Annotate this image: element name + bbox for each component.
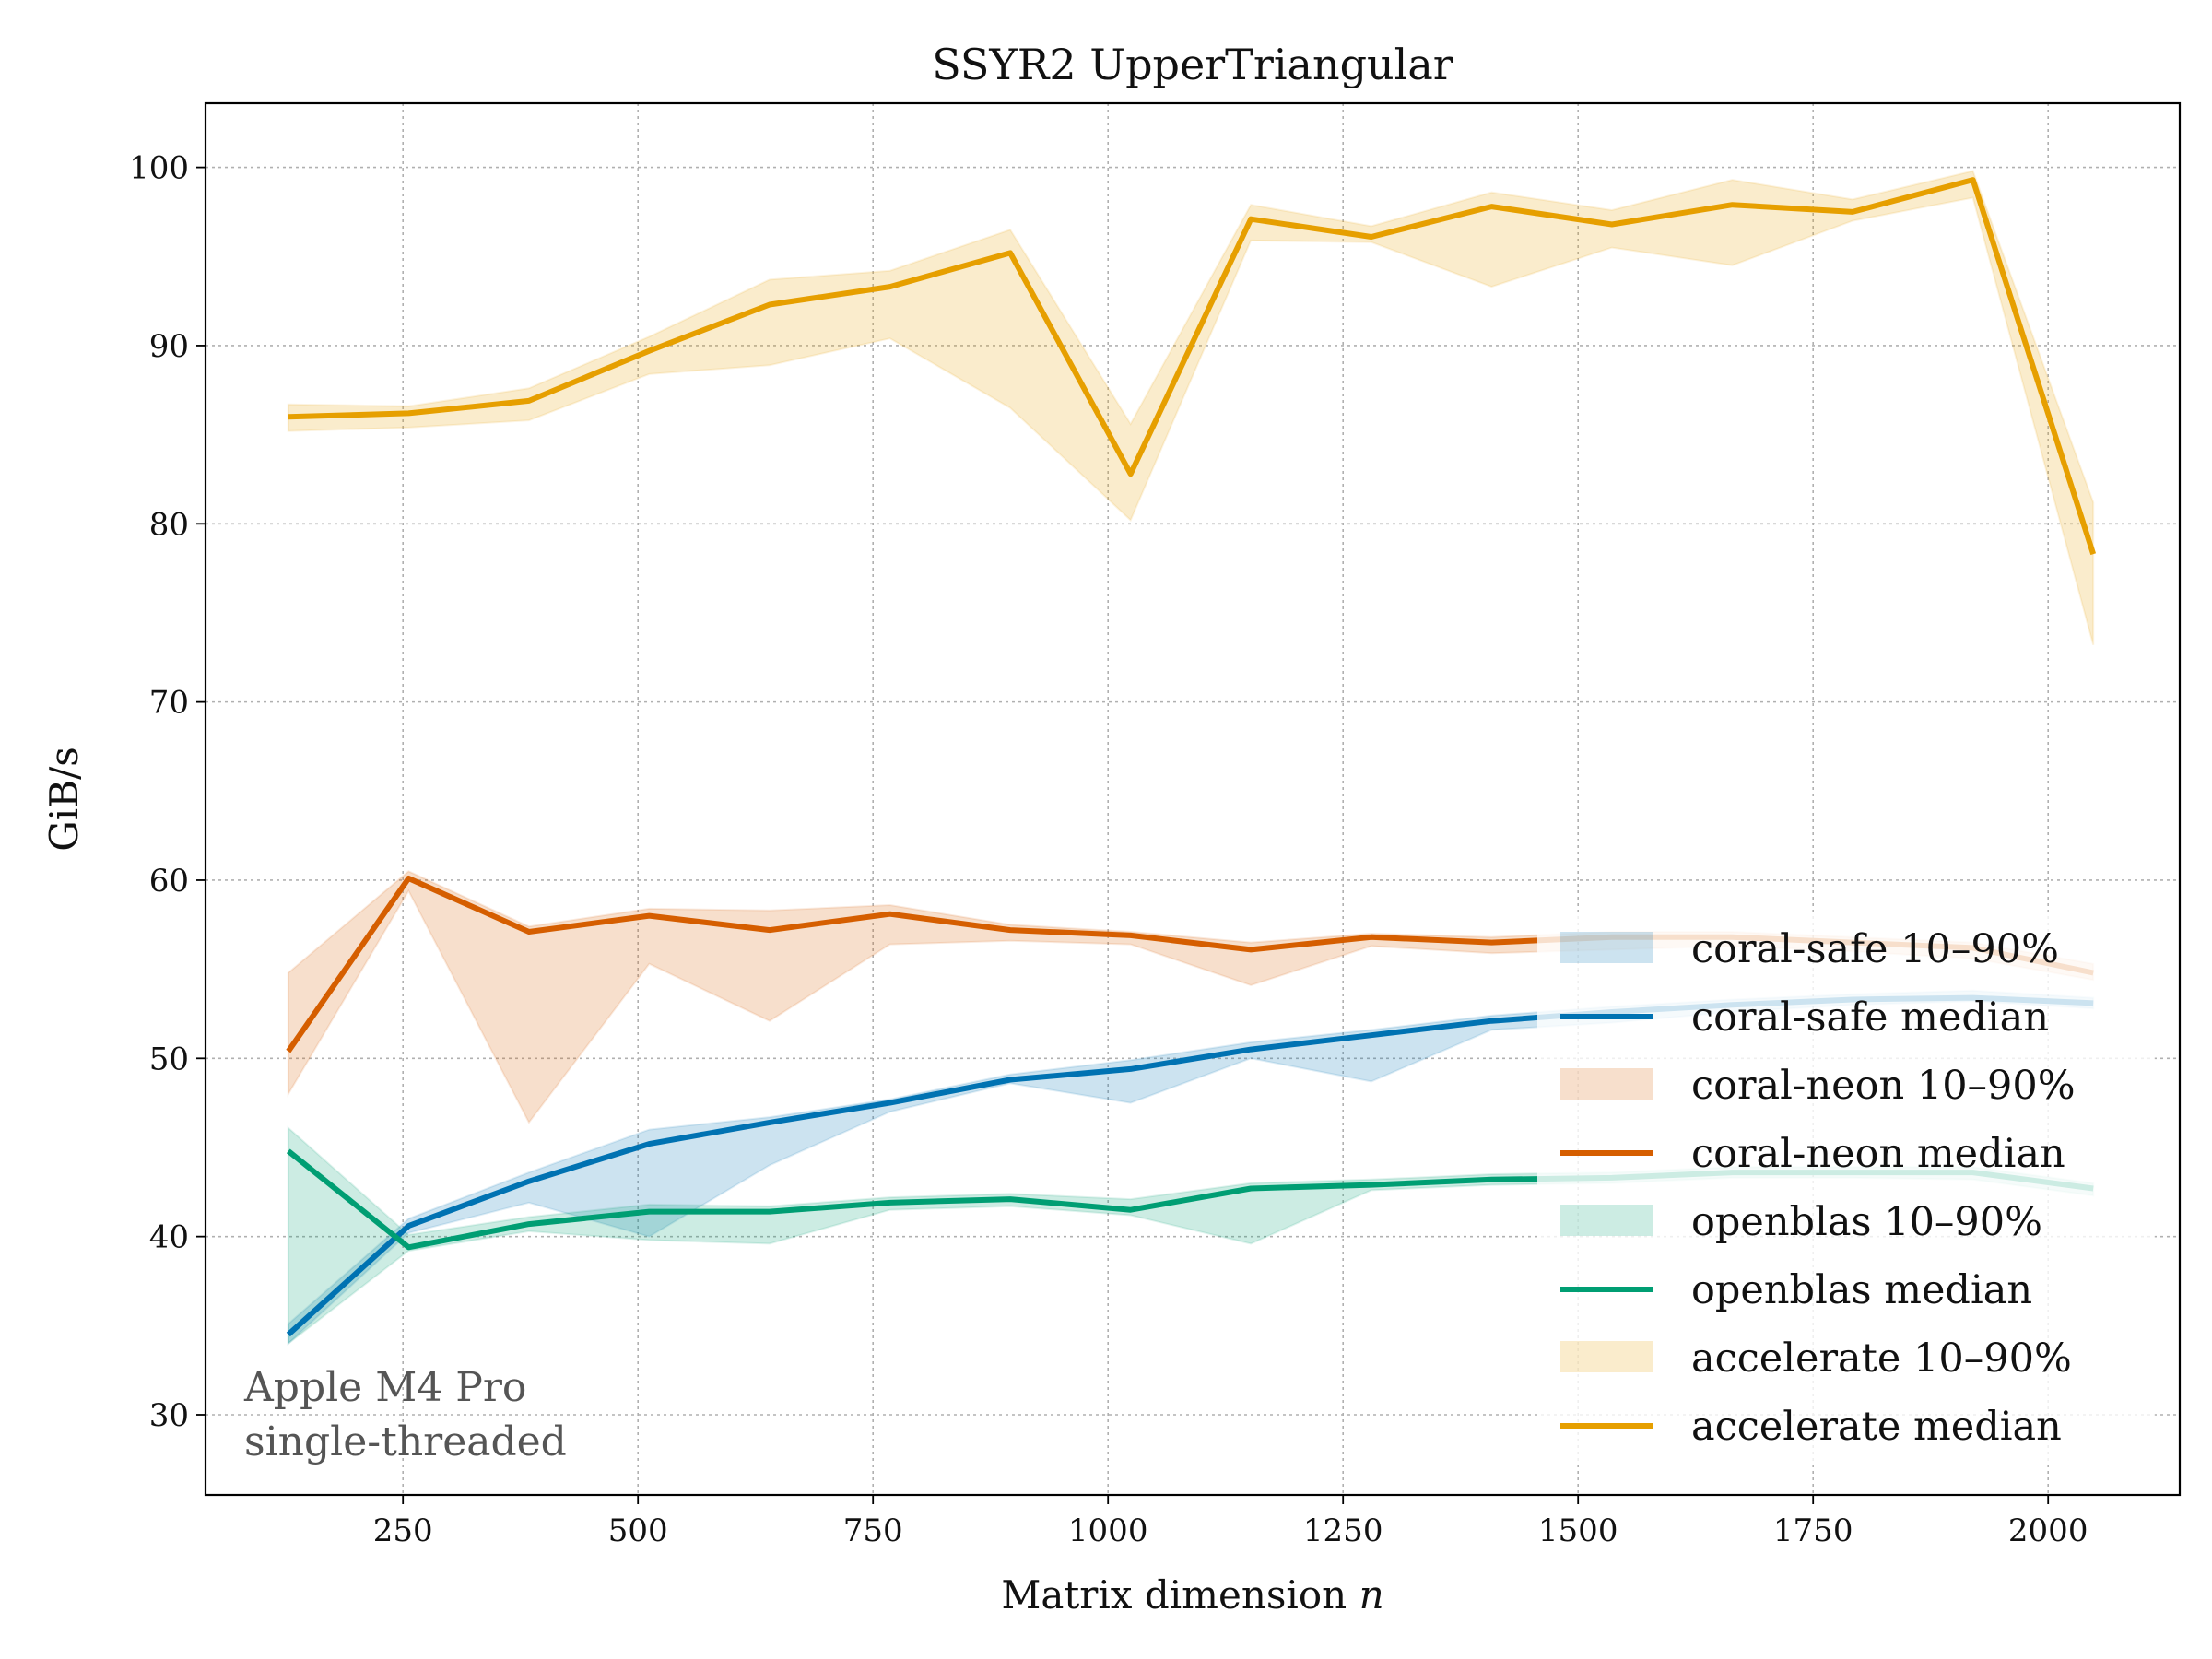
y-tick-label: 30 [149,1397,189,1434]
y-tick-label: 100 [129,150,189,187]
x-axis-label-variable: n [1359,1572,1384,1618]
x-tick-label: 750 [843,1512,903,1549]
x-tick-label: 1500 [1538,1512,1618,1549]
x-tick-label: 250 [373,1512,433,1549]
coral-neon-band-legend-label: coral-neon 10–90% [1691,1063,2076,1109]
y-tick-label: 70 [149,685,189,722]
annotation-device: Apple M4 Pro [243,1364,526,1411]
openblas-median-legend-label: openblas median [1691,1267,2032,1313]
coral-neon-median-legend-label: coral-neon median [1691,1131,2065,1177]
y-tick-label: 40 [149,1219,189,1256]
annotation-threading: single-threaded [244,1418,567,1465]
plot-frame [204,101,2182,1497]
openblas-band-swatch [1560,1205,1653,1236]
coral-safe-band-legend-label: coral-safe 10–90% [1691,926,2059,972]
x-tick-label: 500 [608,1512,668,1549]
y-tick-label: 60 [149,863,189,900]
accelerate-band [287,170,2095,646]
y-tick-label: 80 [149,506,189,543]
axis-ticks: 250 500 750 1000 1250 1500 1750 2000 30 40 50 60 70 8… [129,150,2088,1549]
coral-safe-median-legend-label: coral-safe median [1691,994,2049,1041]
coral-safe-band-swatch [1560,932,1653,963]
x-tick-label: 1750 [1773,1512,1853,1549]
x-tick-label: 1250 [1303,1512,1383,1549]
accelerate-median-legend-label: accelerate median [1691,1404,2062,1450]
accelerate-median-line [288,177,2097,556]
x-tick-label: 1000 [1068,1512,1148,1549]
y-axis-label: GiB/s [41,747,87,852]
x-axis-label: Matrix dimension n [1001,1572,1383,1618]
y-tick-label: 50 [149,1041,189,1077]
accelerate-band-legend-label: accelerate 10–90% [1691,1335,2072,1382]
x-axis-label-text: Matrix dimension [1001,1572,1347,1618]
coral-neon-band-swatch [1560,1068,1653,1100]
legend-box [1537,912,2155,1465]
chart-title: SSYR2 UpperTriangular [932,40,1453,89]
y-tick-label: 90 [149,328,189,365]
legend: coral-safe 10–90% coral-safe median coral-… [1537,912,2155,1465]
accelerate-band-swatch [1560,1341,1653,1372]
openblas-band-legend-label: openblas 10–90% [1691,1199,2042,1245]
x-tick-label: 2000 [2008,1512,2088,1549]
